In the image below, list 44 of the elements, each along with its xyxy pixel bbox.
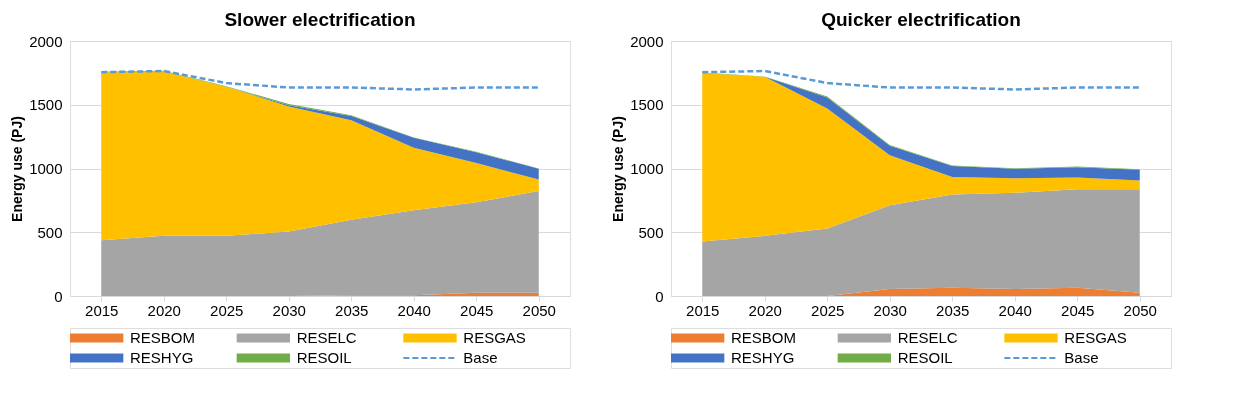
x-tick-label: 2020 xyxy=(748,301,782,319)
y-tick-label: 1000 xyxy=(29,160,63,177)
legend-label: RESGAS xyxy=(1064,329,1127,346)
y-tick-label: 500 xyxy=(638,223,664,241)
legend-label: RESHYG xyxy=(130,349,194,366)
y-axis-title: Energy use (PJ) xyxy=(610,116,627,222)
x-tick-label: 2050 xyxy=(522,301,556,319)
x-tick-label: 2040 xyxy=(998,301,1032,319)
x-tick-label: 2025 xyxy=(210,301,244,319)
chart-title: Slower electrification xyxy=(224,9,416,30)
y-tick-label: 1500 xyxy=(29,96,63,114)
legend-label: Base xyxy=(1064,349,1099,366)
y-tick-label: 0 xyxy=(54,287,63,305)
x-tick-label: 2025 xyxy=(811,301,845,319)
y-tick-label: 1000 xyxy=(630,160,664,177)
legend-label: RESELC xyxy=(296,329,357,346)
y-axis-title: Energy use (PJ) xyxy=(9,116,26,222)
legend-label: RESHYG xyxy=(731,349,795,366)
legend-label: RESOIL xyxy=(897,349,953,366)
legend-label: RESBOM xyxy=(731,329,797,346)
chart-title: Quicker electrification xyxy=(821,9,1021,30)
x-tick-label: 2040 xyxy=(397,301,431,319)
x-tick-label: 2035 xyxy=(936,301,970,319)
y-tick-label: 500 xyxy=(37,223,63,241)
x-tick-label: 2045 xyxy=(460,301,494,319)
legend-label: RESELC xyxy=(897,329,958,346)
x-tick-label: 2020 xyxy=(147,301,181,319)
x-tick-label: 2030 xyxy=(272,301,306,319)
legend-label: RESOIL xyxy=(296,349,352,366)
legend-label: RESBOM xyxy=(130,329,196,346)
y-tick-label: 1500 xyxy=(630,96,664,114)
x-tick-label: 2015 xyxy=(85,301,119,319)
x-tick-label: 2045 xyxy=(1061,301,1095,319)
y-tick-label: 0 xyxy=(655,287,664,305)
x-tick-label: 2050 xyxy=(1123,301,1157,319)
line-series xyxy=(100,69,540,91)
x-tick-label: 2015 xyxy=(686,301,720,319)
legend-label: Base xyxy=(463,349,498,366)
legend-label: RESGAS xyxy=(463,329,526,346)
x-tick-label: 2035 xyxy=(335,301,369,319)
y-tick-label: 2000 xyxy=(630,32,664,50)
x-tick-label: 2030 xyxy=(873,301,907,319)
line-series xyxy=(701,69,1141,91)
y-tick-label: 2000 xyxy=(29,32,63,50)
